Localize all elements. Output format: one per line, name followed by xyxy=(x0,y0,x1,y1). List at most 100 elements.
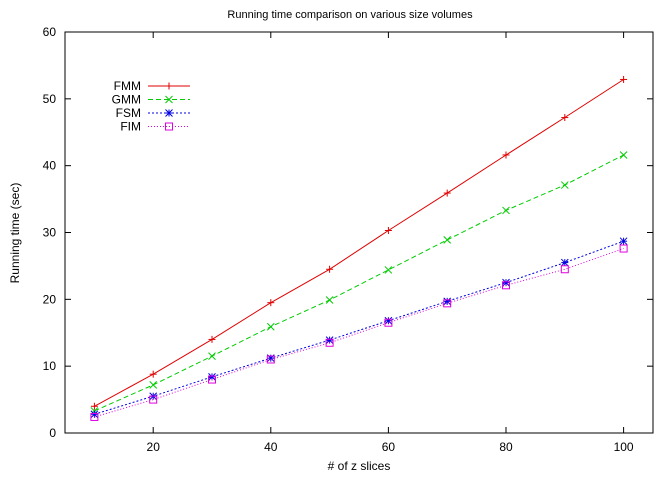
data-point-gmm xyxy=(266,322,275,331)
marker-stroke xyxy=(502,281,510,290)
data-point-fmm xyxy=(208,335,216,343)
data-point-fim xyxy=(208,375,216,384)
marker-stroke xyxy=(560,265,569,274)
x-tick-label: 80 xyxy=(499,440,513,454)
data-point-fsm xyxy=(619,237,628,246)
marker-stroke xyxy=(619,237,628,246)
data-point-gmm xyxy=(208,352,216,360)
x-axis-label: # of z slices xyxy=(328,459,391,473)
data-point-fmm xyxy=(267,299,275,307)
marker-stroke xyxy=(90,412,99,421)
marker-stroke xyxy=(208,352,216,360)
data-point-fmm xyxy=(443,189,451,197)
legend-entry-fim: FIM xyxy=(120,120,190,134)
data-point-fsm xyxy=(502,278,510,287)
legend-entry-gmm: GMM xyxy=(112,93,190,107)
y-tick-label: 40 xyxy=(43,159,57,173)
marker-stroke xyxy=(384,266,393,274)
legend-marker xyxy=(165,122,173,131)
x-tick-label: 60 xyxy=(382,440,396,454)
data-point-fmm xyxy=(384,226,392,234)
data-point-fsm xyxy=(90,410,99,419)
data-point-fim xyxy=(502,281,510,290)
marker-stroke xyxy=(443,299,452,308)
marker-stroke xyxy=(502,206,510,215)
marker-stroke xyxy=(165,95,173,104)
chart-title: Running time comparison on various size … xyxy=(227,9,473,21)
data-point-gmm xyxy=(384,266,393,274)
data-point-fmm xyxy=(620,75,628,83)
data-point-gmm xyxy=(502,206,510,215)
marker-stroke xyxy=(443,235,452,244)
x-tick-label: 20 xyxy=(147,440,161,454)
marker-stroke xyxy=(149,381,158,389)
data-point-fsm xyxy=(443,297,452,306)
marker-stroke xyxy=(560,181,569,189)
marker-stroke xyxy=(325,338,334,347)
marker-stroke xyxy=(266,322,275,331)
marker-stroke xyxy=(325,296,334,304)
x-tick-label: 40 xyxy=(264,440,278,454)
legend-entry-fmm: FMM xyxy=(114,79,190,93)
marker-stroke xyxy=(443,297,452,306)
legend-label: FSM xyxy=(116,106,141,120)
y-tick-label: 0 xyxy=(49,426,56,440)
data-point-fsm xyxy=(560,258,569,267)
marker-stroke xyxy=(90,410,99,419)
data-point-fim xyxy=(443,299,452,308)
series-line-fmm xyxy=(94,79,624,407)
series-gmm xyxy=(90,151,628,415)
data-point-gmm xyxy=(619,151,628,159)
data-point-fmm xyxy=(149,370,157,378)
marker-stroke xyxy=(266,355,275,364)
y-tick-label: 10 xyxy=(43,359,57,373)
y-axis: 0 10 20 30 40 50 60 xyxy=(43,25,653,440)
data-point-fmm xyxy=(502,151,510,159)
data-point-fim xyxy=(384,318,393,327)
legend-marker xyxy=(165,109,173,117)
data-point-gmm xyxy=(560,181,569,189)
data-point-fmm xyxy=(90,402,98,410)
series-line-gmm xyxy=(94,154,624,412)
marker-stroke xyxy=(208,375,216,384)
data-point-fim xyxy=(149,395,158,404)
series-fim xyxy=(90,244,628,421)
marker-stroke xyxy=(325,336,334,344)
data-point-fmm xyxy=(326,265,334,273)
y-tick-label: 50 xyxy=(43,92,57,106)
data-point-fim xyxy=(619,244,628,253)
series-layer xyxy=(90,75,628,421)
marker-stroke xyxy=(619,151,628,159)
legend-marker xyxy=(165,95,173,104)
y-axis-label: Running time (sec) xyxy=(8,183,22,284)
legend-label: FMM xyxy=(114,79,141,93)
y-tick-label: 60 xyxy=(43,25,57,39)
marker-stroke xyxy=(560,258,569,267)
data-point-fim xyxy=(90,412,99,421)
data-point-fim xyxy=(560,265,569,274)
marker-stroke xyxy=(619,244,628,253)
y-tick-label: 20 xyxy=(43,292,57,306)
marker-stroke xyxy=(165,109,173,117)
legend-label: GMM xyxy=(112,93,141,107)
series-line-fsm xyxy=(94,240,624,415)
x-tick-label: 100 xyxy=(614,440,634,454)
data-point-gmm xyxy=(443,235,452,244)
marker-stroke xyxy=(149,395,158,404)
marker-stroke xyxy=(502,278,510,287)
series-fsm xyxy=(90,237,628,419)
data-point-fim xyxy=(266,355,275,364)
legend-label: FIM xyxy=(120,120,141,134)
legend-entry-fsm: FSM xyxy=(116,106,190,120)
data-point-fsm xyxy=(208,373,216,381)
series-line-fim xyxy=(94,248,624,418)
marker-stroke xyxy=(384,318,393,327)
y-tick-label: 30 xyxy=(43,226,57,240)
data-point-fim xyxy=(325,338,334,347)
data-point-gmm xyxy=(149,381,158,389)
data-point-fmm xyxy=(561,114,569,122)
marker-stroke xyxy=(165,122,173,131)
marker-stroke xyxy=(208,373,216,381)
